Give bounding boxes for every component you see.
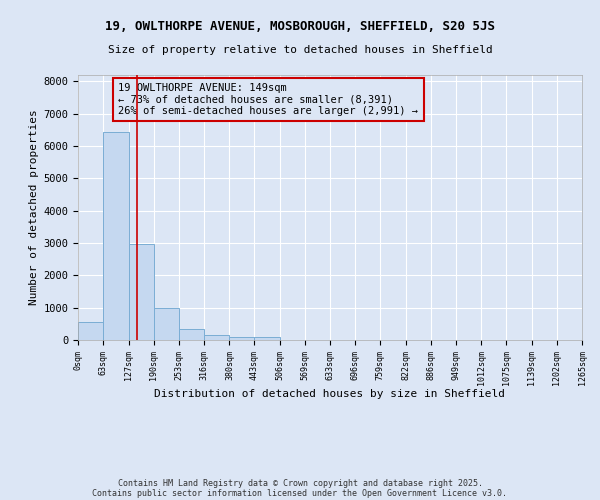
Text: 19, OWLTHORPE AVENUE, MOSBOROUGH, SHEFFIELD, S20 5JS: 19, OWLTHORPE AVENUE, MOSBOROUGH, SHEFFI… <box>105 20 495 33</box>
Text: Contains public sector information licensed under the Open Government Licence v3: Contains public sector information licen… <box>92 488 508 498</box>
Bar <box>229 337 254 340</box>
Bar <box>78 322 103 340</box>
Bar <box>128 244 154 340</box>
Text: 19 OWLTHORPE AVENUE: 149sqm
← 73% of detached houses are smaller (8,391)
26% of : 19 OWLTHORPE AVENUE: 149sqm ← 73% of det… <box>118 83 418 116</box>
Y-axis label: Number of detached properties: Number of detached properties <box>29 110 39 306</box>
Bar <box>204 335 229 340</box>
Bar <box>154 308 179 340</box>
Bar <box>254 338 280 340</box>
Bar <box>179 328 204 340</box>
Text: Contains HM Land Registry data © Crown copyright and database right 2025.: Contains HM Land Registry data © Crown c… <box>118 478 482 488</box>
X-axis label: Distribution of detached houses by size in Sheffield: Distribution of detached houses by size … <box>155 389 505 399</box>
Bar <box>103 132 128 340</box>
Text: Size of property relative to detached houses in Sheffield: Size of property relative to detached ho… <box>107 45 493 55</box>
